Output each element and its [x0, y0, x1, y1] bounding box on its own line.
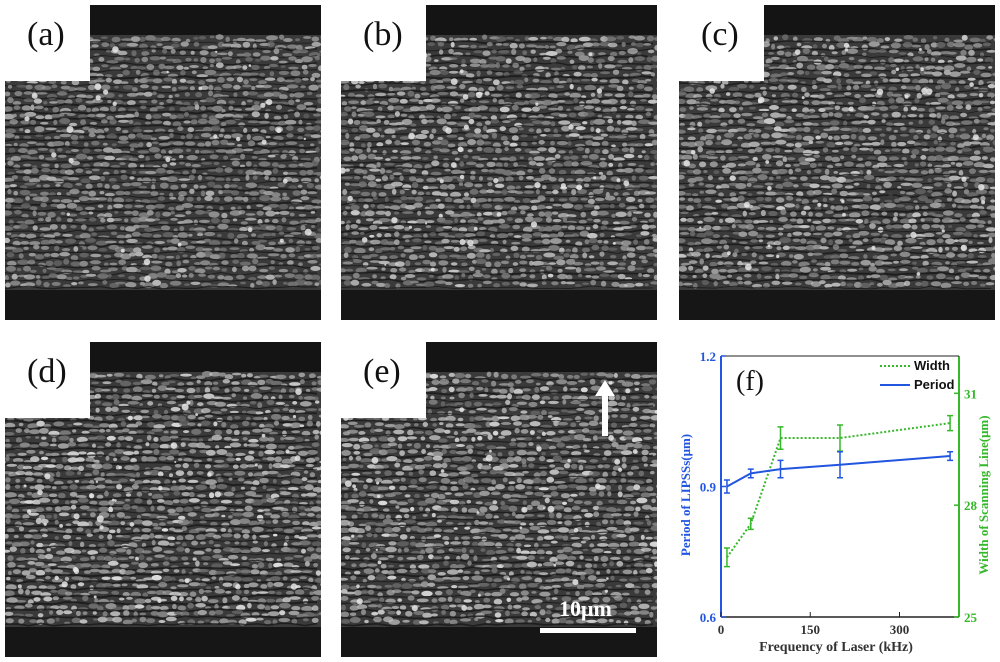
- panel-label-c: (c): [679, 5, 764, 81]
- scale-bar-label: 10μm: [559, 596, 612, 621]
- scan-direction-arrow-icon: [595, 380, 615, 436]
- y-axis-left-label: Period of LIPSSs(μm): [678, 434, 693, 556]
- period-error-bar: [947, 450, 954, 462]
- panel-label-b: (b): [341, 5, 426, 81]
- width-error-bar: [723, 547, 730, 568]
- y-axis-right-label: Width of Scanning Line(μm): [976, 415, 991, 574]
- x-axis-label: Frequency of Laser (kHz): [759, 640, 913, 655]
- width-error-bar: [947, 414, 954, 432]
- width-error-bar: [747, 517, 754, 531]
- sem-panel-d: (d): [5, 342, 321, 657]
- sem-image-c: [679, 5, 995, 320]
- sem-panel-c: (c): [679, 5, 995, 320]
- period-error-bar: [777, 459, 784, 479]
- period-error-bar: [747, 468, 754, 479]
- chart-series: [723, 414, 954, 568]
- panel-label-d: (d): [5, 342, 90, 418]
- period-series-line: [726, 455, 951, 488]
- chart-panel-f: (f) 0 150 300 0.6 0.9 1.2 25 28 31 Width Period F…: [678, 349, 991, 655]
- x-tick-label: 150: [801, 622, 821, 637]
- chart-axes: 0 150 300 0.6 0.9 1.2 25 28 31: [700, 349, 978, 637]
- sem-panel-e: (e) 10μm: [341, 342, 657, 657]
- legend-label-width: Width: [914, 358, 950, 373]
- y-left-tick-label: 0.9: [700, 480, 717, 495]
- width-series-line: [726, 422, 951, 558]
- legend-label-period: Period: [914, 377, 955, 392]
- width-error-bar: [777, 426, 784, 450]
- y-right-tick-label: 31: [964, 386, 977, 401]
- y-left-tick-label: 1.2: [700, 349, 716, 364]
- sem-image-b: [341, 5, 657, 320]
- y-left-tick-label: 0.6: [700, 610, 717, 625]
- sem-panel-b: (b): [341, 5, 657, 320]
- chart-legend: Width Period: [880, 358, 955, 392]
- x-tick-label: 300: [890, 622, 910, 637]
- panel-label-f: (f): [736, 366, 764, 397]
- period-error-bar: [723, 479, 730, 494]
- panel-label-e: (e): [341, 342, 426, 418]
- scale-bar-line: [540, 628, 636, 633]
- sem-panel-a: (a): [5, 5, 321, 320]
- y-right-tick-label: 25: [964, 610, 978, 625]
- y-right-tick-label: 28: [964, 498, 978, 513]
- period-error-bar: [837, 450, 843, 479]
- x-tick-label: 0: [718, 622, 725, 637]
- panel-label-a: (a): [5, 5, 90, 81]
